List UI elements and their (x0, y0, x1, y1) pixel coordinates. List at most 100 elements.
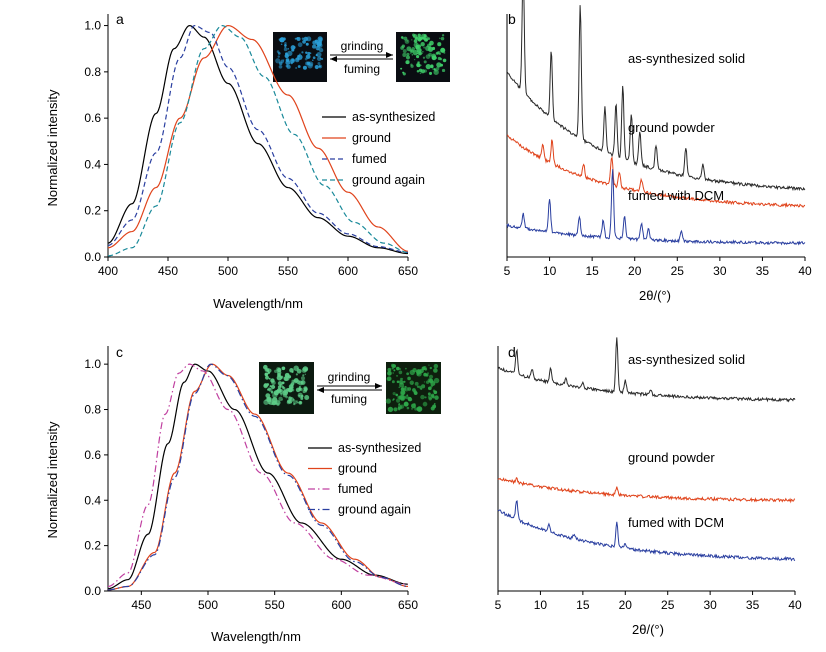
glow-particle (413, 402, 416, 406)
glow-particle (300, 376, 306, 381)
panel-c-ytick-label: 0.0 (84, 584, 101, 598)
glow-particle (282, 386, 286, 390)
glow-particle (277, 51, 281, 55)
glow-particle (432, 68, 434, 70)
glow-particle (275, 58, 281, 64)
glow-particle (400, 36, 404, 39)
glow-particle (411, 54, 414, 56)
glow-particle (428, 52, 432, 57)
glow-particle (301, 367, 307, 373)
glow-particle (321, 57, 324, 61)
glow-particle (411, 408, 413, 410)
glow-particle (422, 401, 428, 407)
glow-particle (298, 394, 301, 397)
glow-particle (406, 394, 409, 396)
panel-c-ytick-label: 0.6 (84, 448, 101, 462)
glow-particle (291, 48, 295, 52)
panel-d: d 2θ/(°) 5 10 15 20 25 30 35 40 as-synthesized s… (495, 337, 802, 637)
glow-particle (437, 42, 442, 47)
glow-particle (396, 366, 400, 371)
glow-particle (427, 392, 431, 396)
glow-particle (297, 65, 301, 68)
glow-particle (409, 380, 414, 385)
glow-particle (317, 48, 320, 51)
glow-particle (423, 60, 427, 64)
glow-particle (265, 393, 271, 399)
panel-c-legend-label: as-synthesized (338, 441, 421, 455)
panel-b-xtick-label: 40 (798, 264, 812, 278)
panel-c-xtick-label: 450 (131, 598, 151, 612)
panel-c-forward-arrowhead (375, 383, 382, 389)
glow-particle (416, 407, 421, 411)
panel-a-forward-arrowhead (386, 52, 393, 58)
glow-particle (273, 390, 279, 396)
panel-d-pattern-label: fumed with DCM (628, 515, 724, 530)
glow-particle (433, 390, 438, 395)
glow-particle (413, 58, 416, 61)
panel-a-xtick-label: 400 (98, 264, 118, 278)
panel-c-inset-fuming-label: fuming (331, 392, 367, 406)
glow-particle (268, 398, 271, 401)
glow-particle (318, 65, 321, 68)
panel-c-series-fumed (107, 363, 409, 588)
panel-c-inset-grinding-label: grinding (328, 370, 371, 384)
panel-b-xtick-label: 35 (756, 264, 770, 278)
panel-b-xtick-label: 20 (628, 264, 642, 278)
glow-particle (409, 49, 413, 53)
glow-particle (286, 54, 289, 57)
glow-particle (284, 46, 287, 49)
glow-particle (263, 399, 269, 405)
panel-a-xtick-label: 550 (278, 264, 298, 278)
glow-particle (398, 395, 403, 400)
glow-particle (412, 368, 417, 373)
glow-particle (298, 387, 302, 391)
glow-particle (440, 63, 444, 67)
glow-particle (295, 66, 298, 69)
panel-c-ytick-label: 0.8 (84, 403, 101, 417)
glow-particle (316, 56, 322, 62)
glow-particle (395, 393, 399, 397)
panel-a-series-ground-again (107, 24, 409, 257)
panel-a-series-fumed (107, 24, 409, 253)
panel-a-ytick-label: 0.6 (84, 111, 101, 125)
glow-particle (430, 64, 434, 68)
glow-particle (392, 398, 395, 401)
glow-particle (441, 34, 445, 37)
glow-particle (420, 41, 425, 47)
glow-particle (407, 397, 412, 402)
glow-particle (417, 33, 421, 37)
glow-particle (318, 40, 322, 45)
glow-particle (405, 395, 409, 400)
glow-particle (390, 363, 395, 368)
glow-particle (398, 386, 401, 389)
glow-particle (405, 60, 410, 65)
panel-b-pattern-ground-powder (506, 134, 806, 209)
panel-a-legend-label: ground (352, 131, 391, 145)
glow-particle (314, 39, 319, 44)
glow-particle (396, 374, 398, 377)
glow-particle (317, 36, 323, 42)
panel-c-xtick-label: 500 (198, 598, 218, 612)
glow-particle (396, 380, 400, 384)
glow-particle (285, 52, 288, 56)
glow-particle (277, 385, 282, 389)
glow-particle (296, 368, 302, 374)
panel-a-xlabel: Wavelength/nm (213, 296, 303, 311)
glow-particle (296, 36, 301, 41)
panel-d-pattern-label: ground powder (628, 450, 715, 465)
panel-a-xtick-label: 600 (338, 264, 358, 278)
glow-particle (265, 368, 269, 372)
glow-particle (275, 367, 281, 372)
glow-particle (431, 394, 435, 398)
glow-particle (421, 384, 426, 389)
glow-particle (412, 33, 418, 39)
glow-particle (277, 55, 280, 58)
glow-particle (435, 52, 439, 55)
glow-particle (284, 44, 287, 47)
panel-d-pattern-fumed-with-DCM (497, 500, 796, 562)
glow-particle (422, 50, 424, 53)
glow-particle (289, 368, 294, 373)
glow-particle (413, 389, 417, 394)
glow-particle (264, 372, 269, 377)
